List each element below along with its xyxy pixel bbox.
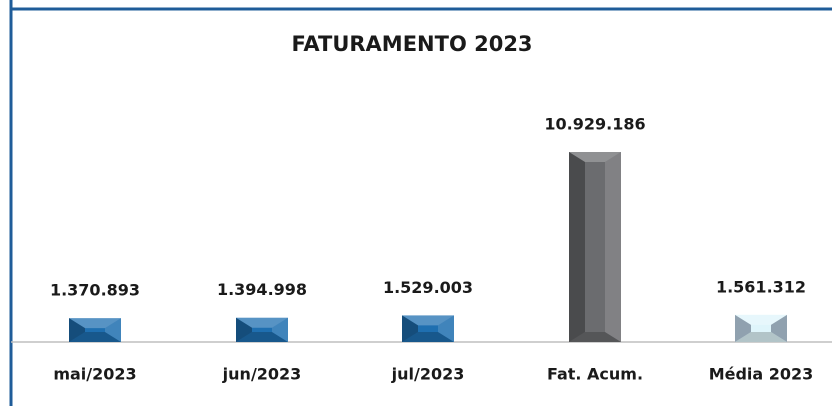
- bar-bevel: [272, 317, 288, 342]
- value-label: 1.561.312: [716, 277, 806, 296]
- bar-bevel: [402, 315, 418, 342]
- value-label: 1.394.998: [217, 280, 307, 299]
- bar-bevel: [438, 315, 454, 342]
- bar-bevel: [569, 332, 621, 342]
- bar: [69, 318, 121, 342]
- bar-bevel: [236, 332, 288, 342]
- bar-bevel: [402, 332, 454, 342]
- x-tick-label: jun/2023: [222, 365, 302, 384]
- bar-bevel: [69, 332, 121, 342]
- value-label: 10.929.186: [544, 115, 645, 134]
- bar: [569, 152, 621, 342]
- bar-bevel: [105, 318, 121, 342]
- bar-bevel: [236, 317, 252, 342]
- bar-bevel: [236, 317, 288, 328]
- bar-bevel: [735, 314, 751, 342]
- bar-bevel: [735, 314, 787, 325]
- bar-bevel: [735, 332, 787, 342]
- bar: [402, 315, 454, 342]
- bar-bevel: [402, 315, 454, 326]
- x-tick-label: mai/2023: [53, 365, 136, 384]
- bar-bevel: [69, 318, 121, 329]
- value-label: 1.529.003: [383, 278, 473, 297]
- bar-bevel: [569, 152, 621, 162]
- x-tick-label: jul/2023: [391, 365, 465, 384]
- bar-bevel: [771, 314, 787, 342]
- bar-bevel: [605, 152, 621, 342]
- bar-bevel: [569, 152, 585, 342]
- chart-title: FATURAMENTO 2023: [291, 32, 532, 56]
- bar-bevel: [69, 318, 85, 342]
- x-tick-label: Fat. Acum.: [547, 365, 643, 384]
- bar: [236, 317, 288, 342]
- x-tick-label: Média 2023: [709, 365, 814, 384]
- value-label: 1.370.893: [50, 281, 140, 300]
